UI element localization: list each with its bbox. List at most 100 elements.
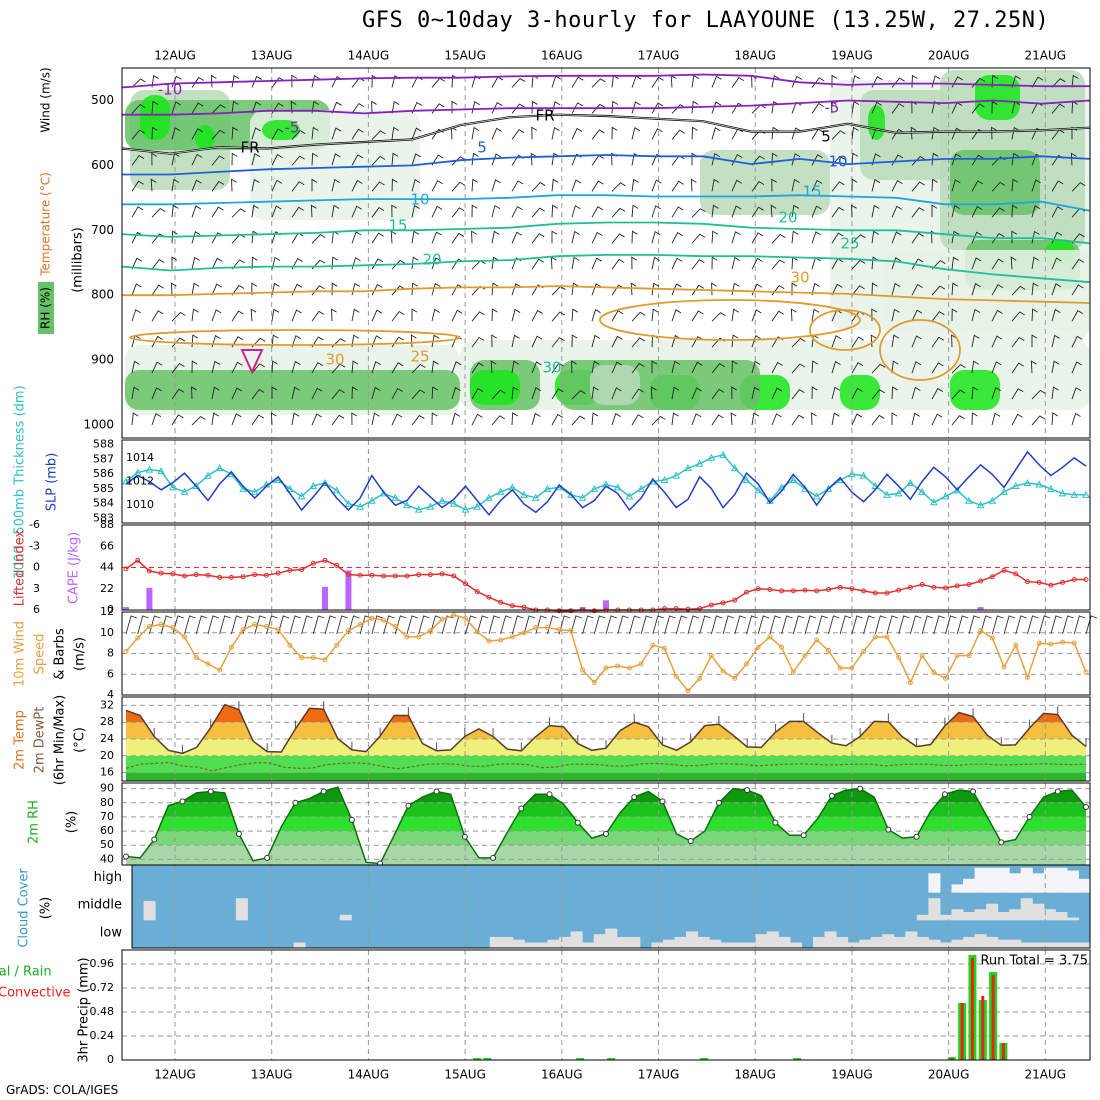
rh-band bbox=[126, 802, 1086, 817]
wind-barb bbox=[551, 388, 564, 400]
wind-barb bbox=[331, 308, 337, 322]
wind-speed-series-point bbox=[849, 665, 855, 671]
thickness-series-point bbox=[660, 475, 669, 484]
wind-barb bbox=[1011, 336, 1025, 348]
thickness-series-point bbox=[719, 450, 727, 458]
wind-barb bbox=[211, 309, 222, 322]
wind-barb bbox=[1030, 360, 1037, 374]
wind-barb bbox=[971, 334, 980, 348]
wind-barb bbox=[151, 259, 165, 270]
wind-barb bbox=[411, 101, 423, 114]
x-tick-label: 20AUG bbox=[928, 49, 970, 63]
cloud-cell-low bbox=[905, 931, 918, 948]
wind-barb bbox=[631, 256, 638, 270]
wind-barb bbox=[731, 231, 741, 244]
lifted-index-series-point bbox=[720, 600, 726, 606]
wind-speed-series-point bbox=[486, 638, 492, 644]
wind-barb bbox=[511, 412, 518, 426]
wind-barb bbox=[851, 204, 857, 218]
wind-barb bbox=[911, 412, 920, 426]
wind-barb bbox=[291, 74, 298, 88]
y-tick-label: -6 bbox=[29, 518, 40, 531]
wind-barb bbox=[491, 308, 498, 322]
rh-shade-area bbox=[590, 365, 640, 405]
wind-barb bbox=[391, 178, 398, 192]
wind-barb bbox=[571, 179, 582, 192]
cloud-cell-low bbox=[1055, 942, 1068, 948]
wind-barb bbox=[1071, 310, 1084, 322]
thickness-series-point bbox=[543, 484, 552, 492]
wind-barb bbox=[312, 615, 325, 635]
y-axis-label: 1000~500mb Thickness (dm) bbox=[13, 385, 28, 578]
isotherm-label: 15 bbox=[802, 183, 821, 201]
wind-barb bbox=[1051, 386, 1059, 400]
wind-barb bbox=[551, 101, 561, 114]
wind-barb bbox=[711, 256, 718, 270]
cloud-cell-high bbox=[1055, 867, 1068, 893]
y-tick-label: 28 bbox=[100, 715, 114, 728]
wind-barb bbox=[311, 361, 324, 374]
thickness-series-point bbox=[730, 464, 739, 472]
wind-barb bbox=[651, 282, 660, 296]
wind-barb bbox=[191, 415, 206, 426]
wind-barb bbox=[670, 74, 677, 88]
wind-barb bbox=[371, 386, 381, 400]
x-tick-label: 19AUG bbox=[831, 1068, 873, 1082]
lifted-index-series-point bbox=[463, 581, 469, 587]
wind-barb bbox=[450, 126, 457, 140]
wind-speed-series-point bbox=[474, 629, 480, 635]
lifted-index-series-point bbox=[146, 568, 152, 574]
thickness-series-point bbox=[988, 496, 997, 504]
wind-barb bbox=[290, 100, 297, 114]
wind-barb bbox=[125, 615, 138, 635]
wind-barb bbox=[671, 129, 685, 140]
cloud-cell-low bbox=[755, 934, 768, 948]
wind-barb bbox=[291, 386, 300, 400]
wind-barb bbox=[731, 77, 745, 88]
wind-barb bbox=[211, 360, 221, 374]
wind-speed-series-point bbox=[275, 627, 281, 633]
wind-barb bbox=[891, 103, 905, 114]
wind-barb bbox=[871, 282, 878, 296]
rh-point bbox=[518, 805, 525, 812]
cape-bar bbox=[123, 607, 129, 610]
wind-barb bbox=[1071, 335, 1083, 348]
wind-barb bbox=[711, 414, 724, 426]
wind-barb bbox=[951, 334, 957, 348]
wind-barb bbox=[911, 335, 922, 348]
lifted-index-series-point bbox=[790, 588, 796, 594]
y-tick-label: 1000 bbox=[83, 418, 114, 432]
wind-speed-series-point bbox=[228, 644, 234, 650]
wind-barb bbox=[593, 615, 606, 635]
rh-point bbox=[151, 836, 158, 843]
wind-speed-series-point bbox=[287, 642, 293, 648]
wind-barb bbox=[571, 102, 583, 114]
wind-speed-series-point bbox=[182, 634, 188, 640]
wind-barb bbox=[211, 104, 226, 114]
thickness-series-point bbox=[368, 496, 376, 504]
wind-barb bbox=[571, 360, 577, 374]
cloud-cell-middle bbox=[997, 912, 1010, 921]
wind-speed-series-point bbox=[591, 680, 597, 686]
rh-point bbox=[828, 792, 835, 799]
wind-barb bbox=[511, 103, 525, 114]
wind-barb bbox=[971, 231, 982, 244]
slp-panel: 1014 1012 1010 588 587 586 585 584 583 1000~500mb… bbox=[13, 385, 1090, 579]
lifted-index-series-point bbox=[978, 578, 984, 584]
cloud-frame bbox=[131, 864, 1091, 949]
y-tick-label: 16 bbox=[100, 766, 114, 779]
wind-barb bbox=[851, 362, 864, 374]
rh-point bbox=[574, 819, 581, 826]
y-tick-label: 0.72 bbox=[90, 981, 115, 994]
x-tick-label: 17AUG bbox=[638, 49, 680, 63]
wind-barb bbox=[231, 178, 237, 192]
thickness-series-point bbox=[812, 492, 821, 500]
wind-barb bbox=[231, 126, 239, 140]
wind-barb bbox=[231, 74, 240, 88]
wind-speed-series-point bbox=[814, 637, 820, 643]
lifted-index-series-point bbox=[123, 566, 129, 572]
wind-barb bbox=[811, 257, 821, 270]
wind-barb bbox=[411, 389, 426, 400]
cloud-cell-low bbox=[512, 939, 525, 948]
rh-point bbox=[235, 830, 242, 837]
